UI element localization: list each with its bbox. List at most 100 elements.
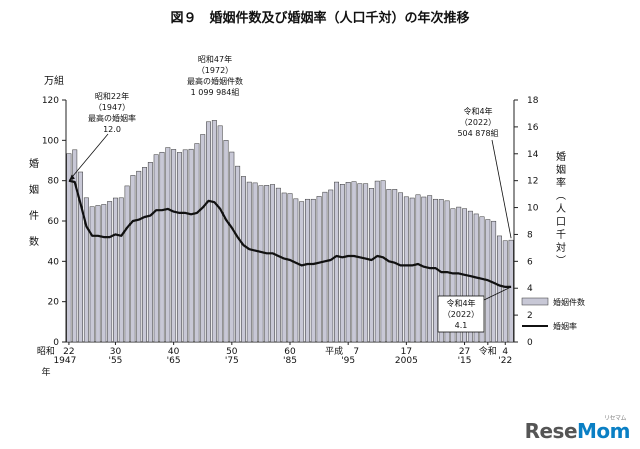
chart-title: 図９ 婚姻件数及び婚姻率（人口千対）の年次推移 bbox=[170, 10, 469, 26]
bar-marriages bbox=[392, 189, 398, 343]
line-group bbox=[68, 179, 512, 288]
annotation-max-count: 昭和47年 bbox=[198, 54, 232, 64]
x-tick-year: '55 bbox=[108, 356, 122, 366]
right-tick-label: 14 bbox=[527, 150, 539, 160]
left-tick-label: 20 bbox=[48, 298, 60, 308]
bar-marriages bbox=[322, 191, 328, 343]
bar-marriages bbox=[252, 182, 258, 343]
right-tick-label: 10 bbox=[527, 204, 539, 214]
bar-marriages bbox=[130, 175, 136, 343]
annotation-arrow-rate-2022 bbox=[483, 286, 512, 301]
logo-ruby: リセマム bbox=[603, 415, 627, 422]
annotation-arrow-rate bbox=[69, 133, 109, 180]
bar-marriages bbox=[240, 176, 246, 343]
bar-marriages bbox=[188, 148, 194, 343]
annotation-arrow-count bbox=[491, 139, 512, 239]
left-tick-label: 40 bbox=[48, 257, 60, 267]
x-tick-label: 60 bbox=[284, 347, 296, 357]
bar-marriages bbox=[229, 151, 235, 343]
bar-marriages bbox=[270, 184, 276, 343]
resemom-logo: リセマム ReseMom bbox=[524, 415, 631, 443]
bar-marriages bbox=[258, 185, 264, 343]
right-tick-label: 16 bbox=[527, 123, 539, 133]
annotation-2022-rate: 令和4年 bbox=[446, 298, 475, 308]
bar-marriages bbox=[171, 149, 177, 343]
left-tick-label: 120 bbox=[42, 96, 59, 106]
annotation-2022-count: （2022） bbox=[460, 118, 496, 127]
axis-label-char: 数 bbox=[29, 235, 39, 248]
right-tick-label: 12 bbox=[527, 177, 538, 187]
left-tick-label: 100 bbox=[42, 136, 59, 146]
bar-marriages bbox=[200, 134, 206, 343]
bar-marriages bbox=[351, 181, 357, 343]
annotation-max-rate: 昭和22年 bbox=[95, 91, 129, 101]
bar-marriages bbox=[310, 198, 316, 343]
bar-marriages bbox=[136, 170, 142, 343]
bar-marriages bbox=[415, 194, 421, 343]
bar-marriages bbox=[223, 140, 229, 343]
annotations-group: 昭和22年 （1947）最高の婚姻率 12.0 昭和47年 （1972）最高の婚姻件数1… bbox=[68, 54, 512, 333]
bar-marriages bbox=[409, 197, 415, 343]
x-tick-label: 27 bbox=[459, 347, 470, 357]
left-axis-unit: 万組 bbox=[44, 74, 64, 87]
axis-label-char: ︵ bbox=[556, 191, 566, 202]
left-tick-label: 0 bbox=[53, 338, 59, 348]
annotation-max-rate: （1947） bbox=[94, 103, 130, 112]
bar-marriages bbox=[153, 154, 159, 343]
x-tick-label: 22 bbox=[63, 347, 74, 357]
logo-accent: Mom bbox=[577, 419, 630, 443]
bar-marriages bbox=[246, 181, 252, 343]
bar-marriages bbox=[287, 193, 293, 343]
bar-marriages bbox=[304, 198, 310, 343]
bar-marriages bbox=[83, 197, 89, 343]
bar-marriages bbox=[299, 201, 305, 343]
axis-label-char: 人 bbox=[556, 203, 566, 215]
x-tick-year: '85 bbox=[283, 356, 297, 366]
legend-label: 婚姻率 bbox=[553, 321, 577, 331]
bar-marriages bbox=[316, 196, 322, 343]
x-tick-year: '95 bbox=[341, 356, 355, 366]
bar-marriages bbox=[345, 182, 351, 343]
right-axis-label: 婚姻率 ︵人口千対︶ bbox=[556, 150, 566, 267]
bar-marriages bbox=[89, 206, 95, 343]
x-year-suffix: 年 bbox=[41, 366, 50, 378]
bar-marriages bbox=[264, 185, 270, 343]
annotation-2022-rate: （2022） bbox=[443, 310, 479, 319]
x-tick-year: 1947 bbox=[53, 356, 76, 366]
bar-marriages bbox=[374, 180, 380, 343]
x-tick-label: 4 bbox=[502, 347, 508, 357]
bar-marriages bbox=[363, 183, 369, 343]
annotation-max-rate: 最高の婚姻率 bbox=[88, 113, 136, 123]
right-tick-label: 0 bbox=[527, 338, 533, 348]
x-tick-year: '65 bbox=[167, 356, 181, 366]
bar-marriages bbox=[421, 196, 427, 343]
x-tick-year: '75 bbox=[225, 356, 239, 366]
axis-label-char: 率 bbox=[556, 176, 566, 189]
bar-marriages bbox=[118, 197, 124, 343]
line-marriage-rate bbox=[68, 179, 512, 288]
x-tick-label: 40 bbox=[168, 347, 180, 357]
bar-marriages bbox=[386, 189, 392, 343]
axis-label-char: ︶ bbox=[556, 255, 566, 267]
right-tick-label: 2 bbox=[527, 311, 533, 321]
annotation-max-count: 最高の婚姻件数 bbox=[187, 76, 243, 86]
bar-marriages bbox=[142, 167, 148, 343]
bar-marriages bbox=[403, 196, 409, 343]
x-era-label: 平成 bbox=[325, 345, 343, 357]
bar-marriages bbox=[107, 201, 113, 343]
logo-main: Rese bbox=[524, 419, 578, 443]
bar-marriages bbox=[281, 192, 287, 343]
bar-marriages bbox=[293, 198, 299, 343]
x-tick-label: 17 bbox=[401, 347, 412, 357]
annotation-max-count: 1 099 984組 bbox=[191, 87, 240, 97]
left-tick-label: 80 bbox=[48, 177, 60, 187]
axis-label-char: 姻 bbox=[29, 183, 39, 196]
right-tick-label: 4 bbox=[527, 284, 533, 294]
left-tick-label: 60 bbox=[48, 217, 60, 227]
x-tick-year: '22 bbox=[498, 356, 512, 366]
bar-marriages bbox=[176, 152, 182, 343]
axis-label-char: 件 bbox=[29, 210, 39, 222]
bar-marriages bbox=[112, 197, 118, 343]
bar-marriages bbox=[398, 192, 404, 343]
